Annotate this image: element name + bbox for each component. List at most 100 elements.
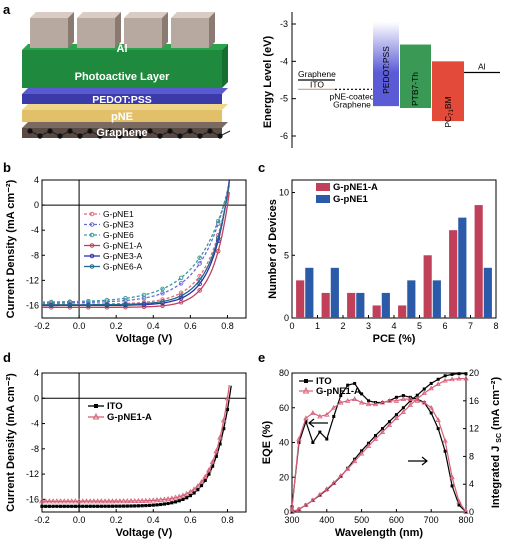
plot-frame-b [41, 179, 247, 319]
layer-label-al: Al [117, 43, 128, 55]
series-point-g-pne1-a [172, 494, 179, 500]
pne-coated-label: pNE-coated [330, 91, 375, 101]
series-point-ito [47, 504, 52, 508]
series-point-g-pne6-a [104, 302, 110, 307]
al-level-label: Al [478, 62, 486, 72]
eqe-point-g-pne1-a [442, 437, 448, 443]
series-point-g-pne6 [197, 255, 202, 260]
x-tick-label: 0.8 [221, 321, 234, 331]
jsc-point-g-pne1-a [400, 409, 407, 414]
jsc-point-ito [374, 434, 378, 438]
series-point-g-pne1-a [91, 498, 97, 504]
al-block-top [171, 12, 215, 18]
series-point-g-pne1-a [180, 492, 186, 498]
eqe-point-g-pne1-a [331, 404, 337, 410]
eqe-point-g-pne1-a [372, 401, 379, 407]
legend-label: G-pNE1-A [103, 241, 143, 251]
eqe-point-g-pne1-a [351, 396, 358, 401]
series-point-ito [99, 504, 103, 508]
series-point-ito [166, 501, 170, 506]
eqe-point-ito [325, 437, 329, 441]
y-axis-label: Current Density (mA cm⁻²) [5, 373, 17, 512]
y-tick-label: -16 [26, 494, 39, 504]
series-line-g-pne6 [42, 185, 230, 303]
series-point-g-pne6 [178, 275, 184, 281]
series-point-g-pne1-a [116, 498, 123, 504]
eqe-point-g-pne1-a [379, 399, 386, 405]
y2-tick-label: 4 [469, 479, 474, 489]
series-point-g-pne1-a [42, 498, 49, 504]
jsc-point-g-pne1-a [393, 415, 400, 421]
layer-label-pne: pNE [111, 111, 133, 123]
legend-label: ITO [316, 376, 332, 387]
series-point-g-pne1-a [198, 479, 205, 485]
y-tick-label: -8 [31, 250, 39, 260]
series-line-g-pne3 [42, 182, 230, 304]
lattice-atom [87, 128, 93, 134]
series-point-ito [125, 504, 129, 508]
lattice-atom [117, 133, 123, 139]
y-tick-label: 4 [34, 368, 39, 378]
eqe-point-g-pne1-a [310, 410, 316, 415]
series-point-g-pne1-a [176, 493, 183, 499]
lattice-atom [147, 128, 153, 134]
series-point-g-pne1 [197, 273, 202, 279]
legend-marker [89, 243, 95, 248]
series-point-g-pne1-a [197, 288, 202, 293]
series-point-g-pne1-a [215, 248, 221, 254]
x-tick-label: 8 [493, 321, 498, 331]
y-tick-label: 80 [279, 368, 289, 378]
series-point-g-pne1-a [150, 497, 157, 503]
series-point-g-pne1-a [194, 483, 201, 489]
pcbm-bar [432, 61, 464, 122]
series-point-g-pne1-a [120, 498, 127, 504]
series-point-ito [129, 504, 133, 508]
x-tick-label: 6 [442, 321, 447, 331]
lattice-atom [197, 133, 203, 139]
jsc-point-ito [380, 427, 384, 431]
eqe-point-ito [346, 383, 350, 387]
series-point-g-pne1 [178, 290, 184, 296]
jsc-point-g-pne1-a [303, 502, 309, 507]
al-block [171, 18, 209, 48]
lattice-atom [217, 133, 223, 139]
jsc-line-g-pne1-a [291, 378, 466, 513]
x-tick-label: 0.4 [147, 515, 160, 525]
eqe-point-g-pne1-a [435, 417, 441, 422]
legend-marker [89, 253, 95, 259]
eqe-point-ito [318, 430, 322, 434]
layer-label-pedot: PEDOT:PSS [92, 94, 152, 106]
panel-label-a: a [3, 2, 11, 17]
series-point-g-pne1-a [142, 497, 149, 503]
series-point-g-pne1-a [79, 498, 86, 504]
series-point-ito [70, 504, 74, 508]
eqe-point-g-pne1-a [324, 411, 330, 417]
x-tick-label: -0.2 [34, 321, 50, 331]
lattice-atom [77, 133, 83, 139]
series-point-ito [84, 504, 89, 508]
eqe-point-ito [450, 484, 454, 488]
series-point-g-pne1-a [191, 486, 197, 492]
bar-g-pne1-a [423, 255, 432, 318]
jsc-point-g-pne1-a [365, 443, 372, 448]
y-tick-label: 60 [279, 403, 289, 413]
eqe-point-g-pne1-a [421, 399, 427, 405]
series-point-g-pne6-a [197, 277, 202, 283]
active-layer [22, 50, 222, 88]
x-tick-label: 800 [458, 515, 473, 525]
jsc-point-g-pne1-a [310, 497, 316, 503]
series-point-g-pne1-a [187, 488, 194, 494]
series-point-g-pne3 [197, 261, 202, 266]
series-point-g-pne1-a [46, 498, 53, 504]
layer-label-active: Photoactive Layer [75, 71, 170, 83]
series-line-ito [42, 385, 232, 507]
lattice-atom [127, 128, 133, 134]
legend-label: ITO [107, 401, 123, 412]
x-tick-label: 7 [468, 321, 473, 331]
series-point-g-pne1-a [217, 434, 223, 440]
series-point-g-pne1-a [105, 498, 112, 504]
series-point-g-pne1-a [94, 498, 101, 504]
jsc-point-g-pne1-a [407, 402, 414, 407]
bar-g-pne1-a [321, 292, 330, 318]
